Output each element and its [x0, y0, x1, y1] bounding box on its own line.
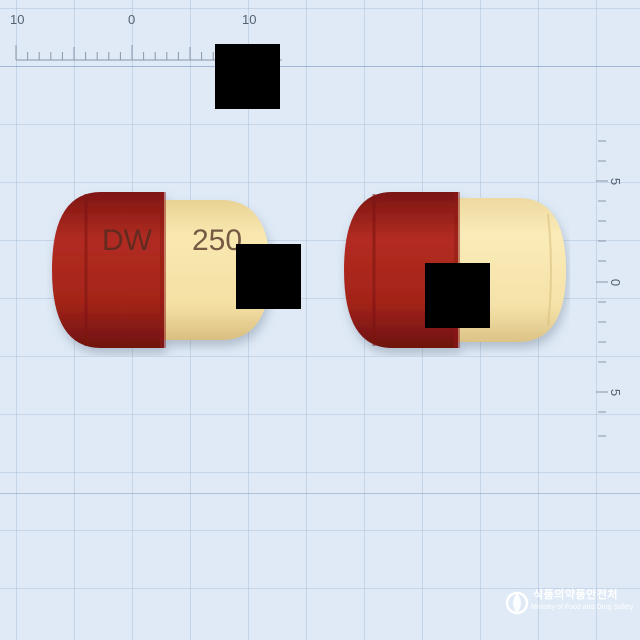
ruler-label-top: 10	[242, 12, 257, 27]
grid-line-horizontal	[0, 66, 640, 67]
redaction-block	[215, 44, 280, 109]
ministry-logo: 식품의약품안전처 Ministry of Food and Drug Safet…	[505, 584, 635, 624]
capsule-imprint-right: 250	[192, 224, 242, 257]
ruler-label-top: 10	[10, 12, 25, 27]
redaction-block	[236, 244, 301, 309]
ruler-label-right: 5	[608, 177, 624, 186]
ruler-label-right: 5	[608, 388, 624, 397]
grid-line-horizontal	[0, 493, 640, 494]
redaction-block	[425, 263, 490, 328]
logo-text-english: Ministry of Food and Drug Safety	[531, 604, 634, 611]
ministry-emblem-icon	[505, 591, 529, 615]
logo-text-korean: 식품의약품안전처	[533, 589, 618, 601]
ruler-label-right: 0	[608, 278, 624, 287]
ruler-label-top: 0	[128, 12, 136, 27]
capsule-imprint-left: DW	[102, 224, 153, 257]
